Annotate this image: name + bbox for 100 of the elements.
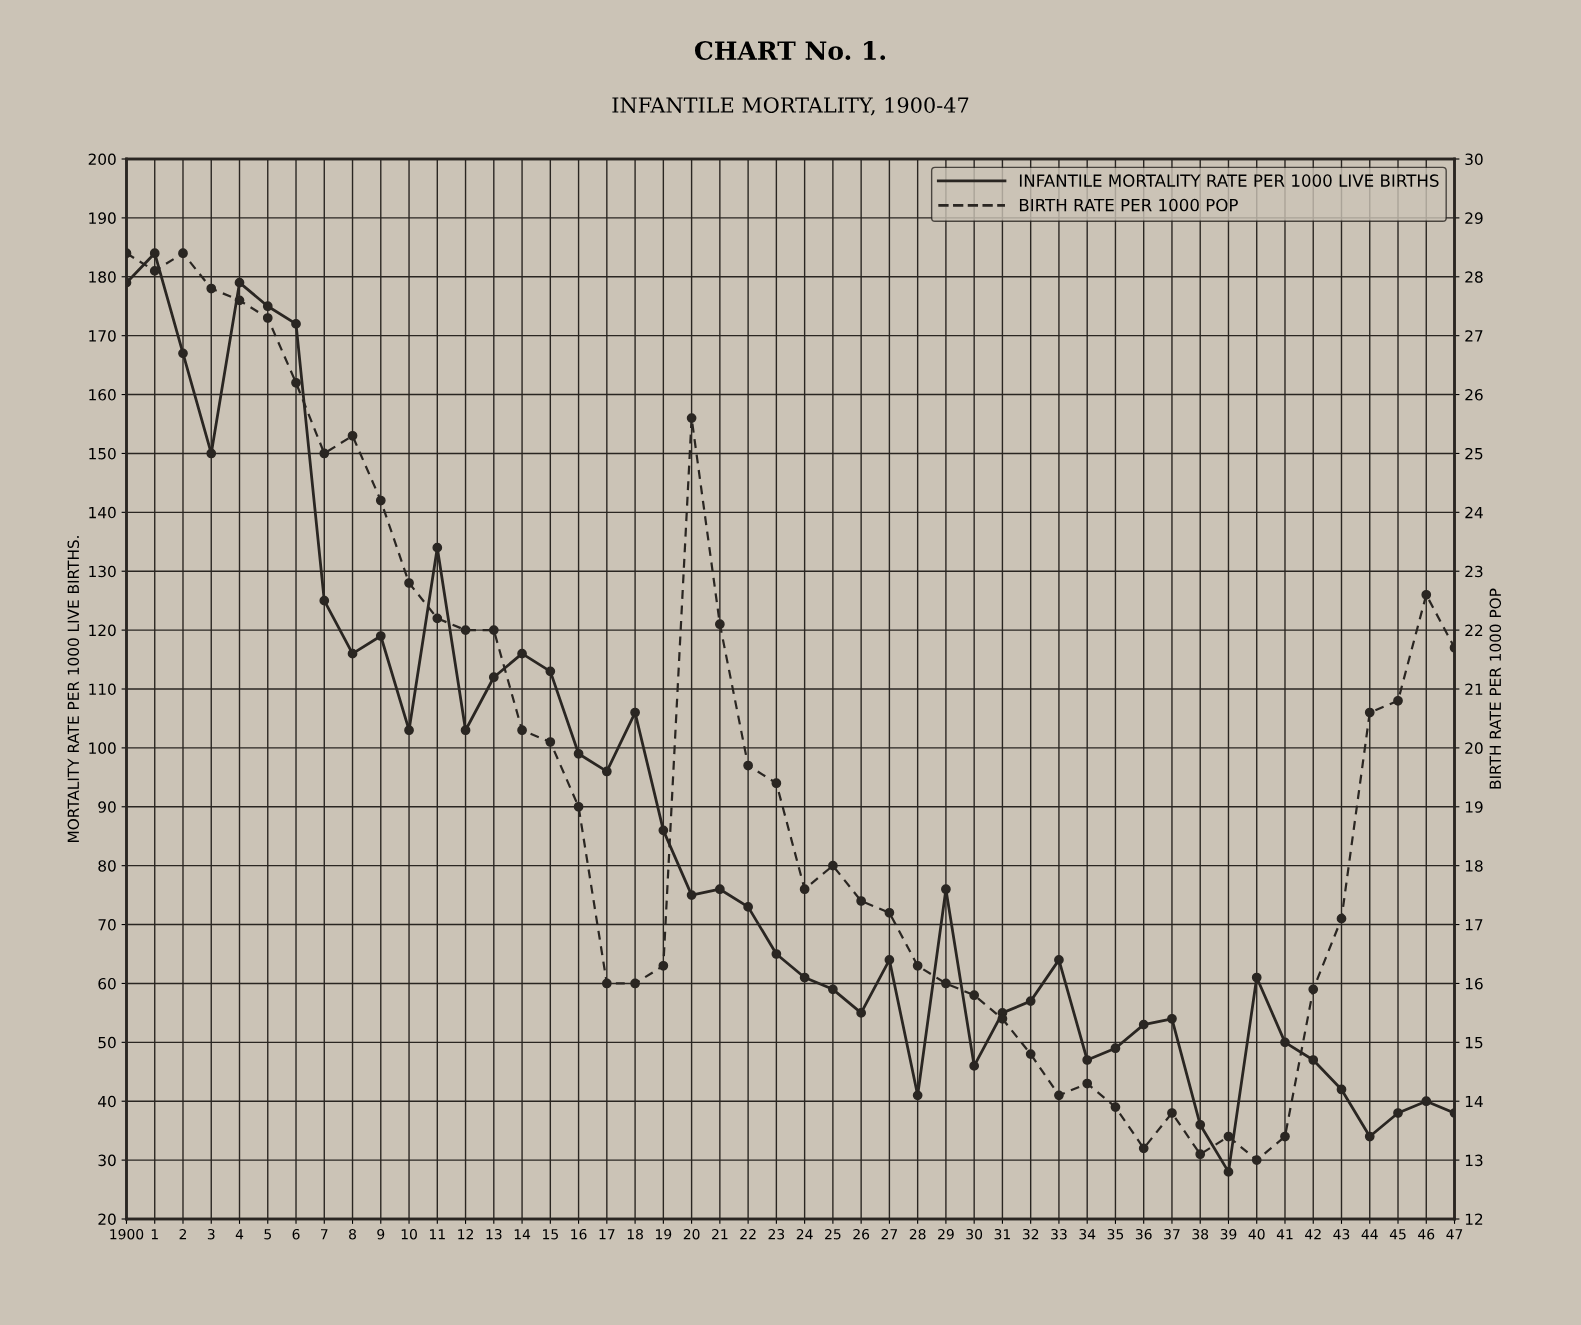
x-tick-label: 1900 bbox=[110, 1228, 144, 1240]
y-tick-label: 20 bbox=[98, 1213, 116, 1226]
point bbox=[1195, 1149, 1206, 1160]
point bbox=[601, 766, 612, 777]
point bbox=[291, 377, 301, 388]
point bbox=[545, 666, 556, 677]
point bbox=[1364, 707, 1375, 718]
point bbox=[488, 672, 499, 683]
point bbox=[1223, 1131, 1234, 1142]
legend-label: BIRTH RATE PER 1000 POP bbox=[1019, 198, 1238, 212]
point bbox=[828, 860, 838, 871]
point bbox=[1308, 1055, 1319, 1065]
y-tick-label: 120 bbox=[89, 624, 116, 637]
y-tick-label: 30 bbox=[98, 1154, 116, 1167]
x-tick-label: 7 bbox=[320, 1229, 328, 1240]
point bbox=[178, 248, 188, 259]
point bbox=[1280, 1037, 1290, 1048]
y2-axis-title: BIRTH RATE PER 1000 POP bbox=[1489, 588, 1502, 789]
point bbox=[1025, 996, 1036, 1006]
x-tick-label: 34 bbox=[1079, 1228, 1096, 1240]
y2-tick-label: 20 bbox=[1465, 742, 1483, 754]
point bbox=[1025, 1049, 1036, 1059]
y2-tick-label: 25 bbox=[1465, 447, 1483, 460]
point bbox=[404, 578, 414, 588]
y2-tick-label: 24 bbox=[1465, 506, 1483, 519]
point bbox=[206, 448, 217, 459]
point bbox=[1138, 1143, 1149, 1154]
point bbox=[941, 884, 951, 895]
point bbox=[375, 495, 386, 506]
y2-tick-label: 26 bbox=[1465, 389, 1483, 401]
chart-title: CHART No. 1. bbox=[694, 41, 886, 60]
point bbox=[969, 1061, 980, 1071]
x-tick-label: 8 bbox=[349, 1228, 356, 1240]
point bbox=[630, 707, 640, 718]
x-tick-label: 27 bbox=[881, 1228, 898, 1240]
y-tick-label: 50 bbox=[98, 1036, 116, 1049]
x-tick-label: 13 bbox=[486, 1228, 502, 1240]
point bbox=[1054, 1090, 1064, 1101]
x-tick-label: 17 bbox=[599, 1229, 615, 1240]
point bbox=[375, 631, 386, 641]
point bbox=[517, 725, 527, 736]
y-tick-label: 150 bbox=[89, 447, 116, 460]
point bbox=[658, 960, 669, 971]
y2-tick-label: 28 bbox=[1465, 271, 1483, 283]
point bbox=[1223, 1167, 1234, 1177]
y2-tick-label: 23 bbox=[1465, 565, 1483, 578]
y-tick-label: 110 bbox=[89, 683, 116, 696]
y-tick-label: 190 bbox=[89, 212, 116, 224]
point bbox=[573, 748, 584, 759]
point bbox=[432, 613, 443, 624]
point bbox=[149, 248, 160, 259]
point bbox=[347, 648, 358, 659]
x-tick-label: 36 bbox=[1135, 1228, 1152, 1240]
x-tick-label: 44 bbox=[1361, 1229, 1378, 1240]
point bbox=[601, 978, 612, 989]
x-tick-label: 19 bbox=[656, 1228, 672, 1240]
x-tick-label: 25 bbox=[825, 1228, 841, 1240]
point bbox=[460, 725, 471, 736]
x-tick-label: 14 bbox=[514, 1229, 531, 1240]
point bbox=[1110, 1043, 1121, 1054]
y-tick-label: 200 bbox=[88, 153, 116, 166]
point bbox=[714, 619, 725, 630]
point bbox=[884, 907, 895, 918]
point bbox=[1138, 1019, 1149, 1030]
point bbox=[743, 760, 753, 771]
point bbox=[319, 448, 330, 459]
x-tick-label: 24 bbox=[796, 1228, 813, 1240]
point bbox=[573, 801, 584, 812]
x-tick-label: 38 bbox=[1192, 1228, 1209, 1240]
x-tick-label: 29 bbox=[938, 1228, 954, 1240]
point bbox=[743, 902, 753, 912]
y-tick-label: 100 bbox=[89, 742, 116, 754]
point bbox=[828, 984, 838, 995]
y-tick-label: 160 bbox=[89, 389, 116, 401]
point bbox=[234, 295, 245, 306]
point bbox=[856, 1008, 867, 1018]
x-tick-label: 37 bbox=[1164, 1228, 1180, 1240]
point bbox=[856, 896, 867, 906]
x-tick-label: 40 bbox=[1248, 1228, 1265, 1240]
y2-tick-label: 18 bbox=[1465, 860, 1483, 872]
point bbox=[262, 301, 273, 312]
point bbox=[149, 266, 160, 276]
y-tick-label: 180 bbox=[89, 271, 116, 283]
x-tick-label: 22 bbox=[740, 1228, 756, 1240]
x-tick-label: 18 bbox=[627, 1228, 643, 1240]
y-tick-label: 40 bbox=[98, 1095, 116, 1108]
x-tick-label: 23 bbox=[768, 1228, 785, 1240]
y2-tick-label: 17 bbox=[1465, 919, 1483, 931]
point bbox=[714, 884, 725, 895]
point bbox=[347, 430, 358, 441]
y-tick-label: 130 bbox=[89, 565, 116, 578]
point bbox=[912, 1090, 923, 1101]
point bbox=[1393, 1108, 1403, 1118]
y2-tick-label: 12 bbox=[1465, 1213, 1483, 1225]
point bbox=[1364, 1131, 1375, 1142]
point bbox=[1308, 984, 1319, 995]
x-tick-label: 32 bbox=[1022, 1228, 1039, 1240]
point bbox=[319, 595, 330, 606]
point bbox=[1251, 972, 1262, 983]
point bbox=[1110, 1102, 1121, 1112]
